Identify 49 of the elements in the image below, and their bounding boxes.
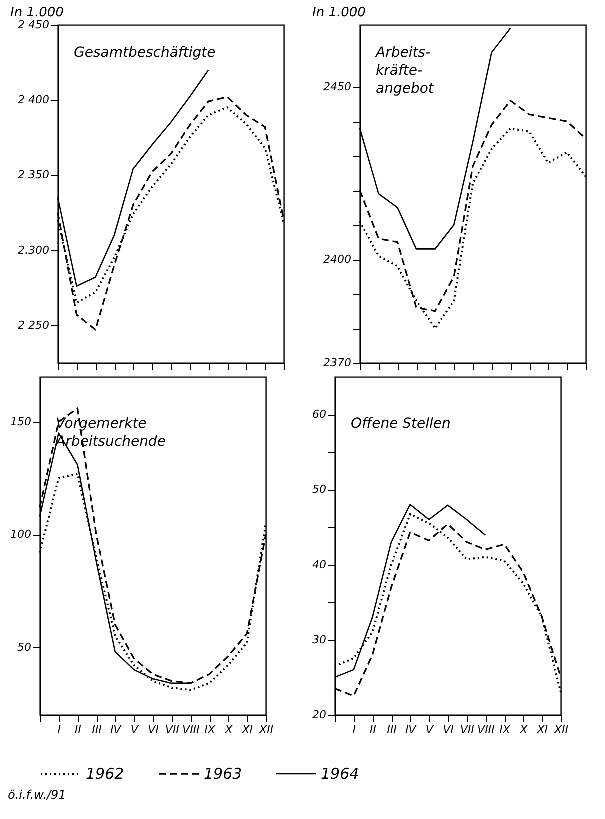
- x-tick-label: XI: [241, 724, 254, 736]
- x-tick-label: III: [92, 724, 102, 736]
- x-tick-label: VIII: [478, 724, 495, 736]
- y-tick-label: 60: [312, 408, 326, 422]
- x-tick-label: II: [74, 724, 82, 736]
- x-tick-label: V: [130, 724, 140, 736]
- x-tick-label: VII: [165, 724, 180, 736]
- text: Gesamtbeschäftigte: [74, 45, 216, 61]
- y-tick-label: 2450: [324, 80, 352, 94]
- x-tick-label: V: [426, 724, 435, 736]
- x-tick-label: XII: [553, 724, 569, 736]
- y-tick-label: 100: [10, 528, 32, 542]
- y-tick-label: 2400: [324, 253, 352, 266]
- y-tick-label: 50: [312, 483, 326, 496]
- x-tick-label: III: [387, 724, 397, 736]
- x-tick-label: VI: [148, 724, 159, 736]
- x-tick-label: IV: [405, 724, 418, 736]
- x-tick-label: IX: [500, 724, 511, 736]
- y-tick-label: 2 400: [18, 94, 50, 107]
- y-tick-label: 2370: [324, 356, 352, 370]
- x-tick-label: II: [370, 724, 376, 736]
- x-tick-label: VII: [460, 724, 474, 736]
- legend-label: 1963: [204, 765, 242, 783]
- y-tick-label: 2 250: [18, 318, 50, 332]
- y-tick-label: 50: [18, 640, 32, 654]
- text: ö.i.f.w./91: [7, 788, 68, 802]
- x-tick-label: XII: [258, 724, 274, 736]
- x-tick-label: I: [352, 724, 356, 736]
- y-axis-title: In 1.000: [312, 6, 366, 20]
- y-tick-label: 30: [312, 633, 326, 646]
- text: Arbeits- kräfte- angebot: [375, 45, 434, 97]
- y-tick-label: 150: [10, 416, 32, 429]
- text: Offene Stellen: [351, 416, 451, 432]
- y-tick-label: 2 350: [18, 168, 50, 182]
- x-tick-label: VI: [443, 724, 454, 736]
- x-tick-label: XI: [536, 724, 548, 736]
- y-tick-label: 20: [312, 708, 326, 722]
- x-tick-label: I: [58, 724, 61, 736]
- x-tick-label: X: [224, 724, 234, 736]
- x-tick-label: X: [519, 724, 528, 736]
- y-tick-label: 40: [312, 558, 326, 572]
- legend-label: 1962: [86, 765, 124, 783]
- y-tick-label: 2 450: [18, 18, 50, 32]
- x-tick-label: VIII: [182, 724, 200, 736]
- x-tick-label: IV: [110, 724, 123, 736]
- y-tick-label: 2.300: [18, 244, 50, 257]
- y-axis-title: In 1.000: [10, 6, 64, 20]
- legend-label: 1964: [321, 765, 360, 783]
- x-tick-label: IX: [204, 724, 216, 736]
